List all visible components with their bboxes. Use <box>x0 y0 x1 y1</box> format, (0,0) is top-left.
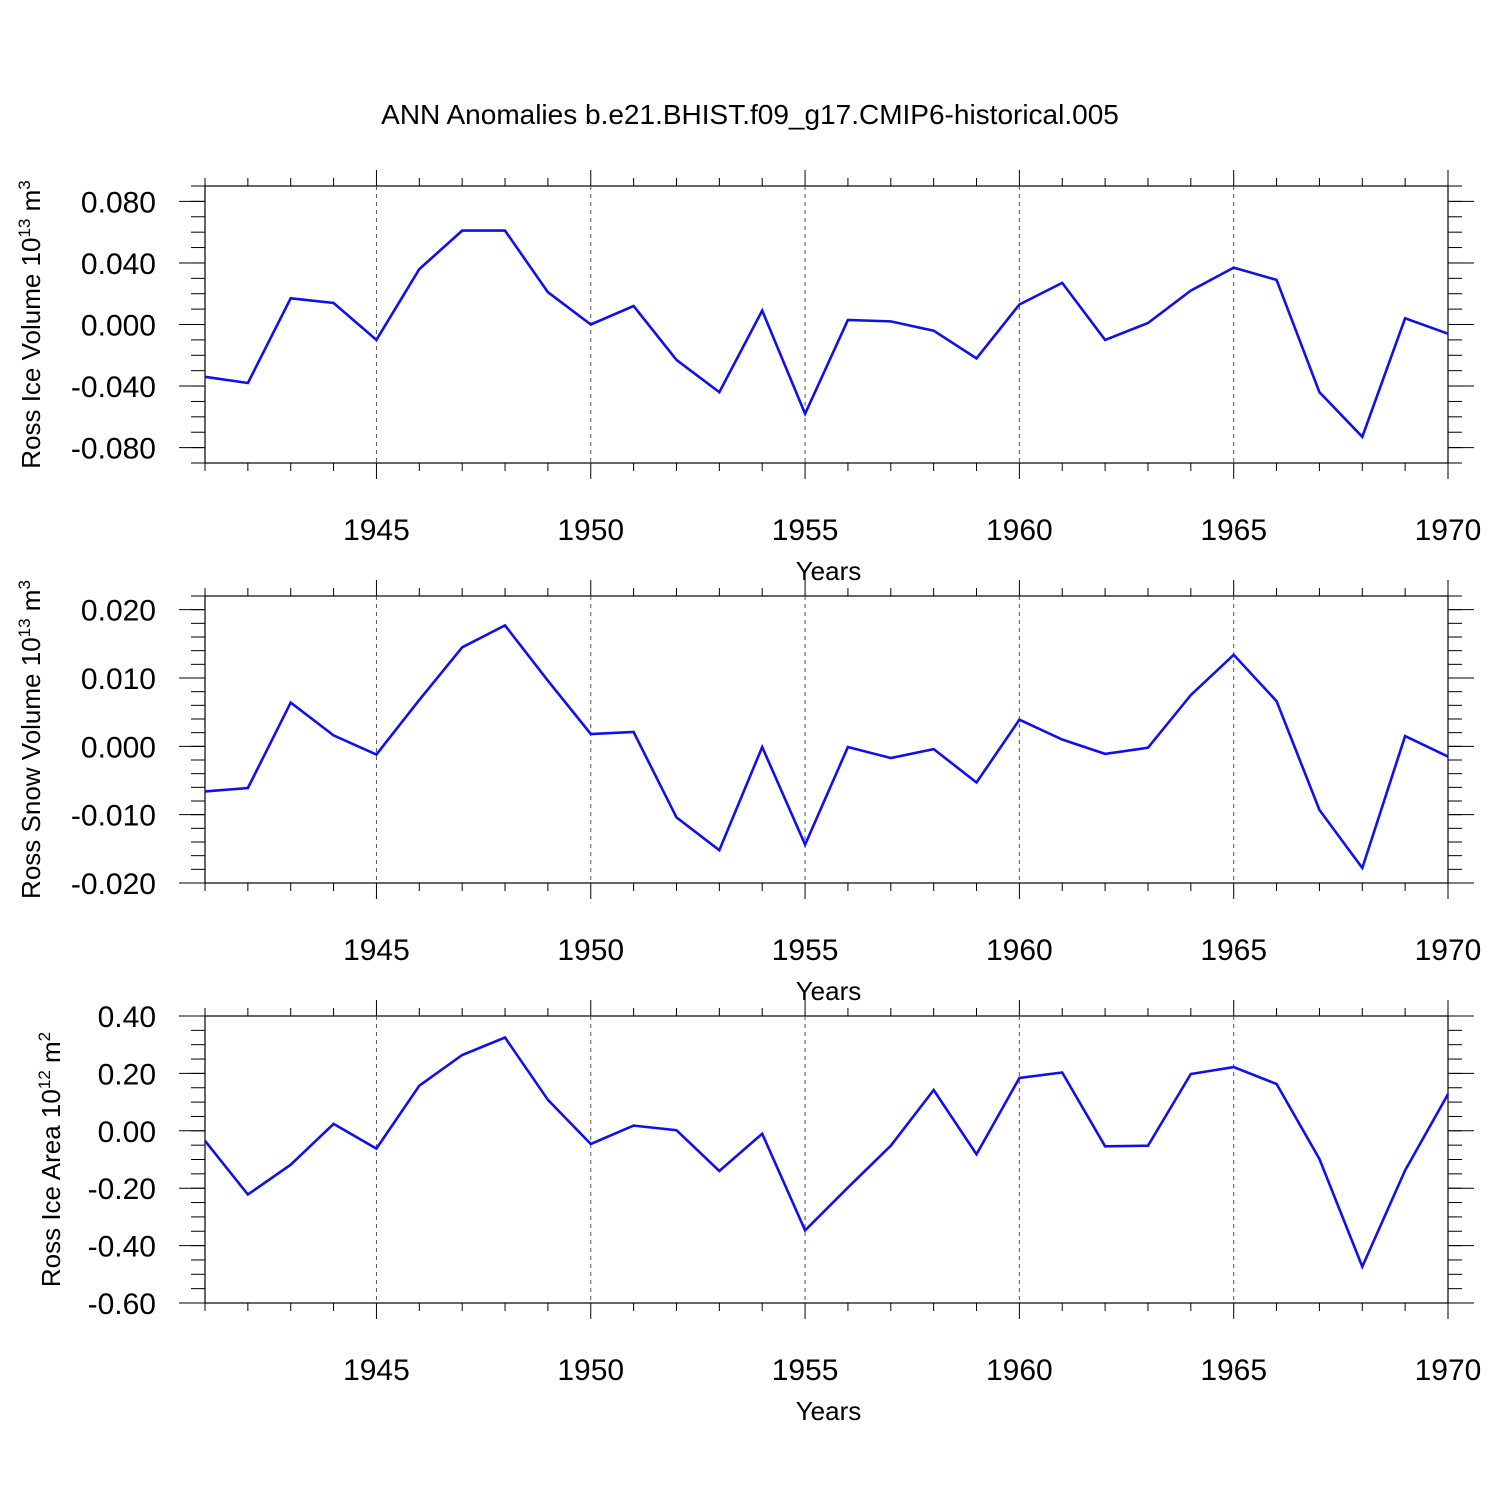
plot-frame <box>204 1015 1449 1304</box>
y-tick-label: -0.040 <box>71 371 156 404</box>
x-tick-label: 1950 <box>557 934 624 967</box>
y-tick-label: -0.020 <box>71 868 156 901</box>
x-tick-label: 1955 <box>772 514 839 547</box>
x-tick-label: 1950 <box>557 514 624 547</box>
x-tick-label: 1955 <box>772 934 839 967</box>
x-tick-label: 1955 <box>772 1354 839 1387</box>
y-tick-label: 0.00 <box>98 1116 156 1149</box>
y-tick-label: 0.000 <box>81 310 156 343</box>
panels: 1945 1950 1955 1960 1965 1970 Years -0.080 -0.04… <box>15 170 1481 1426</box>
y-tick-label: 0.020 <box>81 595 156 628</box>
x-tick-label: 1960 <box>986 1354 1053 1387</box>
y-tick-label: 0.010 <box>81 663 156 696</box>
y-tick-label: -0.080 <box>71 433 156 466</box>
x-tick-label: 1960 <box>986 514 1053 547</box>
x-tick-label: 1965 <box>1200 1354 1267 1387</box>
y-tick-label: -0.60 <box>88 1288 156 1321</box>
panel-1: 1945 1950 1955 1960 1965 1970 Years -0.080 -0.04… <box>15 170 1481 586</box>
series-line <box>203 1035 1450 1270</box>
y-tick-label: 0.000 <box>81 731 156 764</box>
y-axis-title: Ross Ice Area 1012 m2 <box>35 1032 66 1287</box>
series-line <box>204 229 1449 440</box>
x-tick-label: 1965 <box>1200 514 1267 547</box>
y-axis-title: Ross Snow Volume 1013 m3 <box>15 580 46 899</box>
x-axis-title: Years <box>796 976 862 1006</box>
y-tick-label: 0.040 <box>81 248 156 281</box>
panel-3: 1945 1950 1955 1960 1965 1970 Years -0.60 -0.40 -… <box>35 1000 1481 1426</box>
plot-frame <box>204 595 1449 884</box>
series-line <box>204 623 1449 871</box>
x-tick-label: 1945 <box>343 1354 410 1387</box>
y-tick-label: 0.080 <box>81 186 156 219</box>
y-tick-label: -0.20 <box>88 1173 156 1206</box>
y-tick-label: -0.40 <box>88 1231 156 1264</box>
x-axis-title: Years <box>796 1396 862 1426</box>
x-tick-label: 1960 <box>986 934 1053 967</box>
panel-2: 1945 1950 1955 1960 1965 1970 Years -0.020 -0.01… <box>15 580 1481 1006</box>
chart-title: ANN Anomalies b.e21.BHIST.f09_g17.CMIP6-… <box>381 99 1119 130</box>
x-tick-label: 1950 <box>557 1354 624 1387</box>
y-axis-title: Ross Ice Volume 1013 m3 <box>15 180 46 469</box>
x-axis-title: Years <box>796 556 862 586</box>
y-tick-label: 0.20 <box>98 1058 156 1091</box>
y-tick-label: 0.40 <box>98 1001 156 1034</box>
y-tick-label: -0.010 <box>71 800 156 833</box>
x-tick-label: 1970 <box>1415 934 1482 967</box>
x-tick-label: 1945 <box>343 934 410 967</box>
x-tick-label: 1945 <box>343 514 410 547</box>
x-tick-label: 1965 <box>1200 934 1267 967</box>
x-tick-label: 1970 <box>1415 1354 1482 1387</box>
x-tick-label: 1970 <box>1415 514 1482 547</box>
plot-frame <box>204 185 1449 464</box>
